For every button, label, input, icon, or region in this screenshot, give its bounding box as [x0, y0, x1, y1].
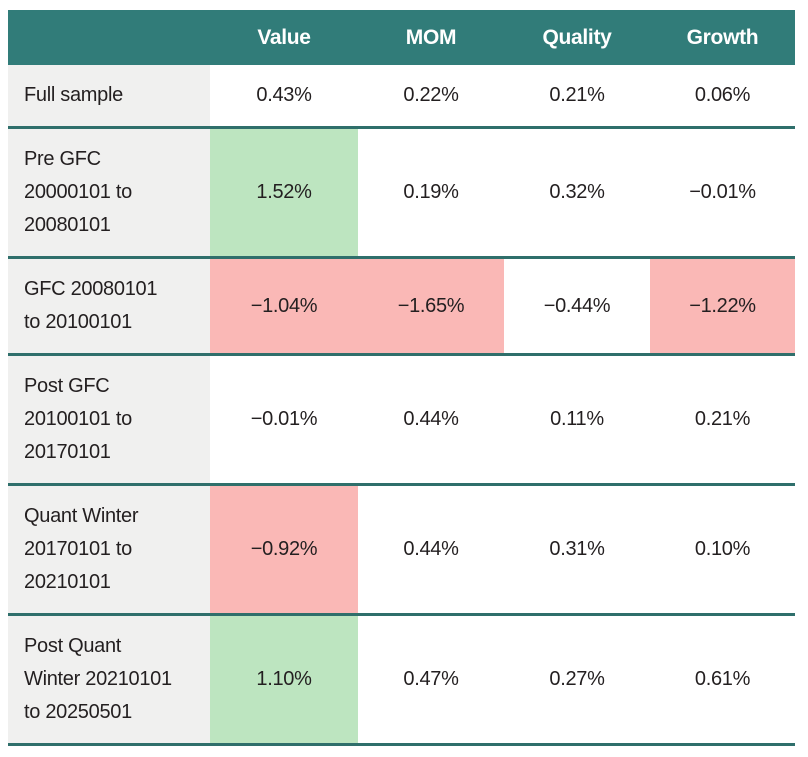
value-cell: 0.06%	[694, 84, 751, 106]
value-cell: 0.27%	[549, 668, 605, 690]
value-cell: −0.01%	[689, 181, 756, 203]
value-cell: −0.92%	[210, 486, 358, 613]
table-body: Full sample 0.43% 0.22% 0.21% 0.06% Pre GFC 2…	[8, 65, 795, 743]
value-cell: −0.01%	[250, 408, 318, 430]
row-label-cell: Pre GFC 20000101 to 20080101	[8, 129, 210, 256]
value-cell: −1.04%	[210, 259, 358, 353]
value-cell: 0.10%	[694, 538, 751, 560]
table-row: GFC 20080101 to 20100101 −1.04% −1.65% −0.4…	[8, 256, 795, 353]
table-row: Full sample 0.43% 0.22% 0.21% 0.06%	[8, 65, 795, 126]
row-label-cell: GFC 20080101 to 20100101	[8, 259, 210, 353]
value-cell: 1.52%	[210, 129, 358, 256]
value-cell: 1.10%	[210, 616, 358, 743]
row-label-cell: Quant Winter 20170101 to 20210101	[8, 486, 210, 613]
value-cell: 0.44%	[403, 538, 459, 560]
table-header-row: Value MOM Quality Growth	[8, 10, 795, 65]
value-cell: 0.21%	[549, 84, 605, 106]
value-cell: −0.44%	[543, 294, 611, 317]
value-cell: 0.43%	[256, 84, 312, 106]
value-cell: −1.65%	[358, 259, 504, 353]
row-label-cell: Post GFC 20100101 to 20170101	[8, 356, 210, 483]
value-cell: 0.19%	[403, 181, 459, 203]
value-cell: 0.44%	[403, 408, 459, 430]
row-label-cell: Post Quant Winter 20210101 to 20250501	[8, 616, 210, 743]
column-header: Growth	[686, 25, 759, 49]
value-cell: 0.31%	[549, 538, 605, 560]
table-row: Quant Winter 20170101 to 20210101 −0.92% 0…	[8, 483, 795, 613]
table-row: Post GFC 20100101 to 20170101 −0.01% 0.44%…	[8, 353, 795, 483]
factor-returns-table: Value MOM Quality Growth Full sample 0.43% 0.…	[8, 10, 795, 746]
table-row: Pre GFC 20000101 to 20080101 1.52% 0.19% 0.…	[8, 126, 795, 256]
value-cell: 0.22%	[403, 84, 459, 106]
row-label-cell: Full sample	[8, 65, 210, 126]
column-header-empty	[8, 10, 210, 65]
value-cell: 0.11%	[550, 408, 604, 430]
value-cell: 0.21%	[694, 408, 751, 430]
value-cell: 0.61%	[694, 668, 751, 690]
column-header: Value	[257, 25, 311, 49]
column-header: Quality	[542, 25, 612, 49]
value-cell: 0.47%	[403, 668, 459, 690]
value-cell: −1.22%	[650, 259, 795, 353]
value-cell: 0.32%	[549, 181, 605, 203]
column-header: MOM	[405, 25, 457, 49]
table-row: Post Quant Winter 20210101 to 20250501 1.…	[8, 613, 795, 743]
